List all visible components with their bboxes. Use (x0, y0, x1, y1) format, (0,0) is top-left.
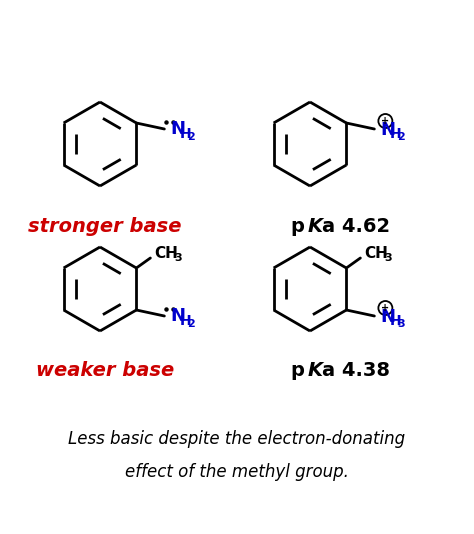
Text: K: K (308, 216, 323, 235)
Text: H: H (179, 314, 191, 328)
Text: Less basic despite the electron-donating: Less basic despite the electron-donating (68, 430, 406, 448)
Text: +: + (381, 116, 390, 126)
Text: p: p (290, 362, 304, 381)
Text: 3: 3 (174, 253, 182, 263)
Text: 2: 2 (397, 132, 405, 142)
Text: weaker base: weaker base (36, 362, 174, 381)
Text: a 4.62: a 4.62 (322, 216, 390, 235)
Text: CH: CH (155, 246, 178, 261)
Text: stronger base: stronger base (28, 216, 182, 235)
Text: K: K (308, 362, 323, 381)
Text: a 4.38: a 4.38 (322, 362, 390, 381)
Text: H: H (389, 314, 401, 328)
Text: 2: 2 (187, 319, 195, 329)
Text: p: p (290, 216, 304, 235)
Text: H: H (179, 127, 191, 141)
Text: 2: 2 (187, 132, 195, 142)
Text: N: N (380, 308, 395, 326)
Text: 3: 3 (397, 319, 405, 329)
Text: 3: 3 (384, 253, 392, 263)
Text: +: + (381, 303, 390, 313)
Text: effect of the methyl group.: effect of the methyl group. (125, 463, 349, 481)
Text: H: H (389, 127, 401, 141)
Text: CH: CH (365, 246, 388, 261)
Text: N: N (380, 121, 395, 139)
Text: N: N (170, 120, 185, 138)
Text: N: N (170, 307, 185, 325)
